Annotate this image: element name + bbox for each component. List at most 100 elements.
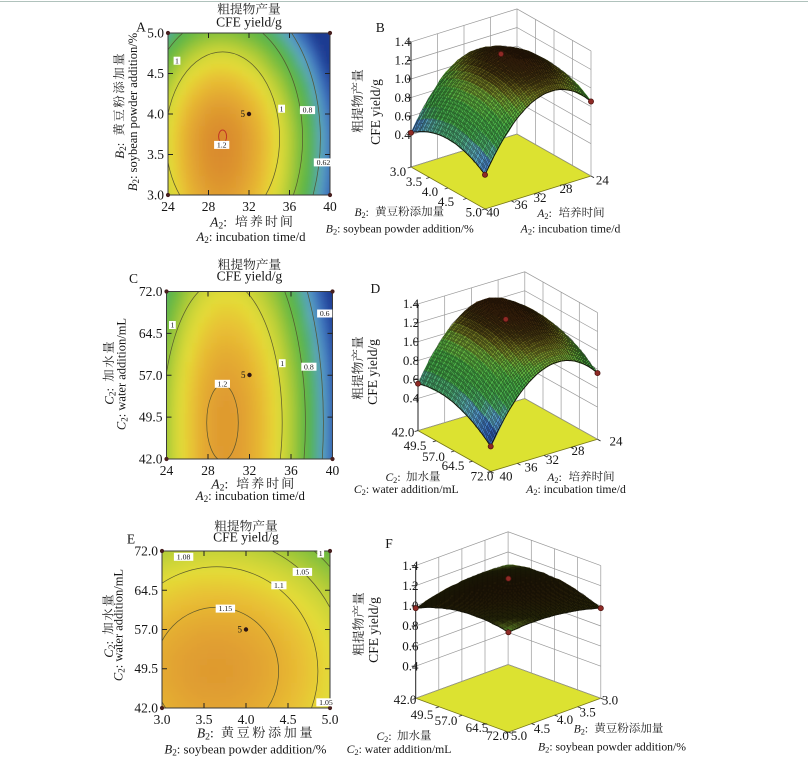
- svg-text:1.2: 1.2: [217, 141, 227, 150]
- svg-text:5.0: 5.0: [147, 26, 164, 41]
- svg-text:1.4: 1.4: [394, 34, 411, 49]
- svg-text:4.0: 4.0: [147, 107, 164, 122]
- svg-text:49.5: 49.5: [411, 707, 434, 722]
- svg-text:1.2: 1.2: [402, 578, 418, 593]
- svg-text:CFE yield/g: CFE yield/g: [216, 15, 282, 30]
- svg-text:C: C: [129, 271, 138, 286]
- svg-text:C2:: C2:: [102, 641, 117, 658]
- svg-text:5: 5: [241, 109, 246, 119]
- svg-text:42.0: 42.0: [139, 452, 163, 467]
- svg-text:1: 1: [319, 549, 323, 558]
- svg-text:5.0: 5.0: [322, 712, 339, 727]
- svg-text:28: 28: [572, 443, 585, 458]
- svg-text:E: E: [127, 532, 135, 547]
- svg-text:0.4: 0.4: [403, 391, 420, 406]
- svg-text:49.5: 49.5: [134, 661, 158, 676]
- svg-text:5.0: 5.0: [466, 205, 482, 220]
- svg-text:3.0: 3.0: [390, 164, 406, 179]
- svg-text:3.0: 3.0: [147, 188, 164, 203]
- svg-text:1.2: 1.2: [403, 315, 419, 330]
- svg-text:36: 36: [283, 199, 297, 214]
- svg-text:0.6: 0.6: [402, 638, 419, 653]
- svg-text:CFE yield/g: CFE yield/g: [368, 79, 383, 145]
- svg-text:B2:: B2:: [197, 726, 214, 743]
- svg-text:1.4: 1.4: [403, 296, 420, 311]
- svg-text:B2: soybean powder addition/%: B2: soybean powder addition/%: [126, 33, 141, 191]
- svg-text:A2:: A2:: [546, 472, 561, 485]
- svg-text:3.5: 3.5: [196, 712, 213, 727]
- svg-text:32: 32: [534, 190, 547, 205]
- svg-text:3.0: 3.0: [154, 712, 171, 727]
- svg-text:32: 32: [242, 199, 256, 214]
- svg-text:5: 5: [238, 625, 243, 635]
- svg-text:5: 5: [241, 370, 246, 380]
- svg-text:57.0: 57.0: [139, 368, 163, 383]
- svg-text:1.4: 1.4: [402, 558, 419, 573]
- svg-text:B: B: [376, 20, 385, 35]
- svg-text:64.5: 64.5: [442, 458, 465, 473]
- svg-text:72.0: 72.0: [486, 728, 509, 743]
- svg-text:1: 1: [170, 321, 174, 330]
- svg-text:CFE yield/g: CFE yield/g: [366, 597, 381, 663]
- svg-text:1.1: 1.1: [274, 581, 284, 590]
- svg-text:4.5: 4.5: [147, 66, 164, 81]
- svg-text:4.0: 4.0: [557, 712, 573, 727]
- svg-text:24: 24: [610, 434, 624, 449]
- svg-text:1.15: 1.15: [219, 604, 233, 613]
- svg-text:4.0: 4.0: [238, 712, 255, 727]
- svg-text:42.0: 42.0: [392, 425, 415, 440]
- svg-text:A2:: A2:: [210, 477, 228, 494]
- svg-text:A2: incubation time/d: A2: incubation time/d: [525, 483, 626, 497]
- svg-text:A: A: [136, 20, 146, 35]
- svg-text:64.5: 64.5: [466, 720, 489, 735]
- svg-text:24: 24: [596, 173, 610, 188]
- svg-text:4.5: 4.5: [280, 712, 297, 727]
- svg-text:C2: water addition/mL: C2: water addition/mL: [115, 318, 130, 430]
- svg-text:72.0: 72.0: [134, 544, 158, 559]
- svg-text:57.0: 57.0: [134, 622, 158, 637]
- svg-text:1.05: 1.05: [296, 568, 310, 577]
- svg-text:72.0: 72.0: [471, 469, 494, 484]
- svg-text:0.6: 0.6: [320, 309, 330, 318]
- svg-text:B2: soybean powder addition/%: B2: soybean powder addition/%: [164, 743, 326, 758]
- svg-text:A2: incubation time/d: A2: incubation time/d: [195, 230, 306, 245]
- svg-text:24: 24: [160, 463, 174, 478]
- svg-text:B2:: B2:: [113, 143, 128, 159]
- svg-text:1: 1: [280, 104, 284, 113]
- svg-text:1.0: 1.0: [394, 71, 410, 86]
- svg-text:32: 32: [546, 452, 559, 467]
- svg-text:4.5: 4.5: [534, 721, 550, 736]
- svg-text:49.5: 49.5: [404, 438, 427, 453]
- svg-text:4.5: 4.5: [438, 194, 454, 209]
- svg-text:57.0: 57.0: [422, 449, 445, 464]
- svg-text:0.8: 0.8: [394, 90, 410, 105]
- svg-text:B2:: B2:: [574, 724, 588, 737]
- svg-text:C2: water addition/mL: C2: water addition/mL: [347, 743, 452, 757]
- svg-text:C2: water addition/mL: C2: water addition/mL: [354, 483, 459, 497]
- svg-text:3.5: 3.5: [579, 705, 595, 720]
- svg-text:42.0: 42.0: [394, 692, 417, 707]
- svg-text:28: 28: [202, 199, 216, 214]
- svg-text:1.0: 1.0: [403, 334, 419, 349]
- svg-text:C2:: C2:: [377, 731, 392, 744]
- svg-text:CFE yield/g: CFE yield/g: [365, 339, 380, 405]
- svg-text:C2:: C2:: [103, 388, 118, 405]
- svg-text:64.5: 64.5: [134, 583, 158, 598]
- svg-text:40: 40: [326, 463, 340, 478]
- svg-text:CFE yield/g: CFE yield/g: [213, 530, 279, 545]
- svg-text:C2:: C2:: [386, 472, 401, 485]
- svg-text:1.2: 1.2: [218, 379, 228, 388]
- svg-text:42.0: 42.0: [134, 701, 158, 716]
- svg-text:3.0: 3.0: [602, 693, 618, 708]
- svg-text:A2: incubation time/d: A2: incubation time/d: [520, 223, 621, 237]
- svg-text:B2: soybean powder addition/%: B2: soybean powder addition/%: [538, 741, 686, 755]
- svg-text:A2: incubation time/d: A2: incubation time/d: [195, 489, 306, 504]
- svg-text:A2:: A2:: [536, 208, 551, 221]
- svg-text:1.2: 1.2: [394, 53, 410, 68]
- svg-text:28: 28: [560, 181, 573, 196]
- svg-text:36: 36: [525, 460, 539, 475]
- svg-text:F: F: [385, 536, 393, 551]
- svg-text:36: 36: [284, 463, 298, 478]
- svg-text:40: 40: [487, 205, 500, 220]
- svg-text:C2: water addition/mL: C2: water addition/mL: [112, 569, 127, 681]
